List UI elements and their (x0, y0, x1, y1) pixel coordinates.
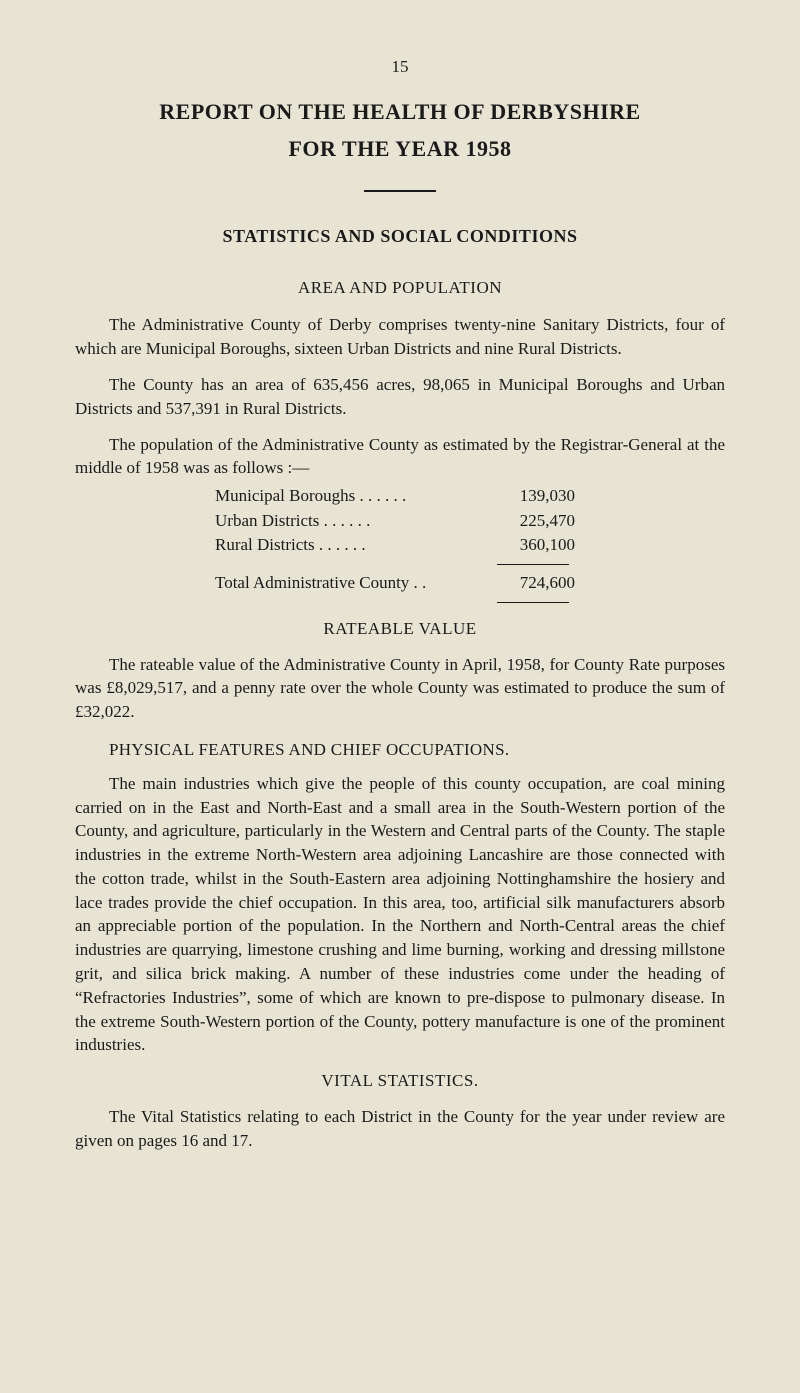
population-stats-table: Municipal Boroughs . . . . . . 139,030 U… (215, 484, 725, 558)
stats-value-rural: 360,100 (495, 533, 575, 558)
section-statistics-heading: STATISTICS AND SOCIAL CONDITIONS (75, 224, 725, 249)
physical-features-heading: PHYSICAL FEATURES AND CHIEF OCCUPATIONS. (75, 738, 725, 762)
stats-label-rural: Rural Districts . . . . . . (215, 533, 495, 558)
para-districts: The Administrative County of Derby compr… (75, 313, 725, 361)
area-population-heading: AREA AND POPULATION (75, 276, 725, 300)
stats-divider-top (497, 564, 569, 565)
table-row: Total Administrative County . . 724,600 (215, 571, 725, 596)
para-population-intro: The population of the Administrative Cou… (75, 433, 725, 481)
main-title-line1: REPORT ON THE HEALTH OF DERBYSHIRE (75, 97, 725, 128)
table-row: Rural Districts . . . . . . 360,100 (215, 533, 725, 558)
stats-label-municipal: Municipal Boroughs . . . . . . (215, 484, 495, 509)
stats-value-municipal: 139,030 (495, 484, 575, 509)
rateable-value-heading: RATEABLE VALUE (75, 617, 725, 641)
stats-divider-bottom (497, 602, 569, 603)
main-title-line2: FOR THE YEAR 1958 (75, 134, 725, 165)
vital-statistics-heading: VITAL STATISTICS. (75, 1069, 725, 1093)
para-industries: The main industries which give the peopl… (75, 772, 725, 1058)
title-divider (364, 190, 436, 192)
table-row: Municipal Boroughs . . . . . . 139,030 (215, 484, 725, 509)
table-row: Urban Districts . . . . . . 225,470 (215, 509, 725, 534)
stats-value-urban: 225,470 (495, 509, 575, 534)
stats-label-urban: Urban Districts . . . . . . (215, 509, 495, 534)
para-vital-stats: The Vital Statistics relating to each Di… (75, 1105, 725, 1153)
stats-value-total: 724,600 (495, 571, 575, 596)
para-area: The County has an area of 635,456 acres,… (75, 373, 725, 421)
stats-label-total: Total Administrative County . . (215, 571, 495, 596)
page-number: 15 (75, 55, 725, 79)
para-rateable: The rateable value of the Administrative… (75, 653, 725, 724)
population-total-row: Total Administrative County . . 724,600 (215, 571, 725, 596)
